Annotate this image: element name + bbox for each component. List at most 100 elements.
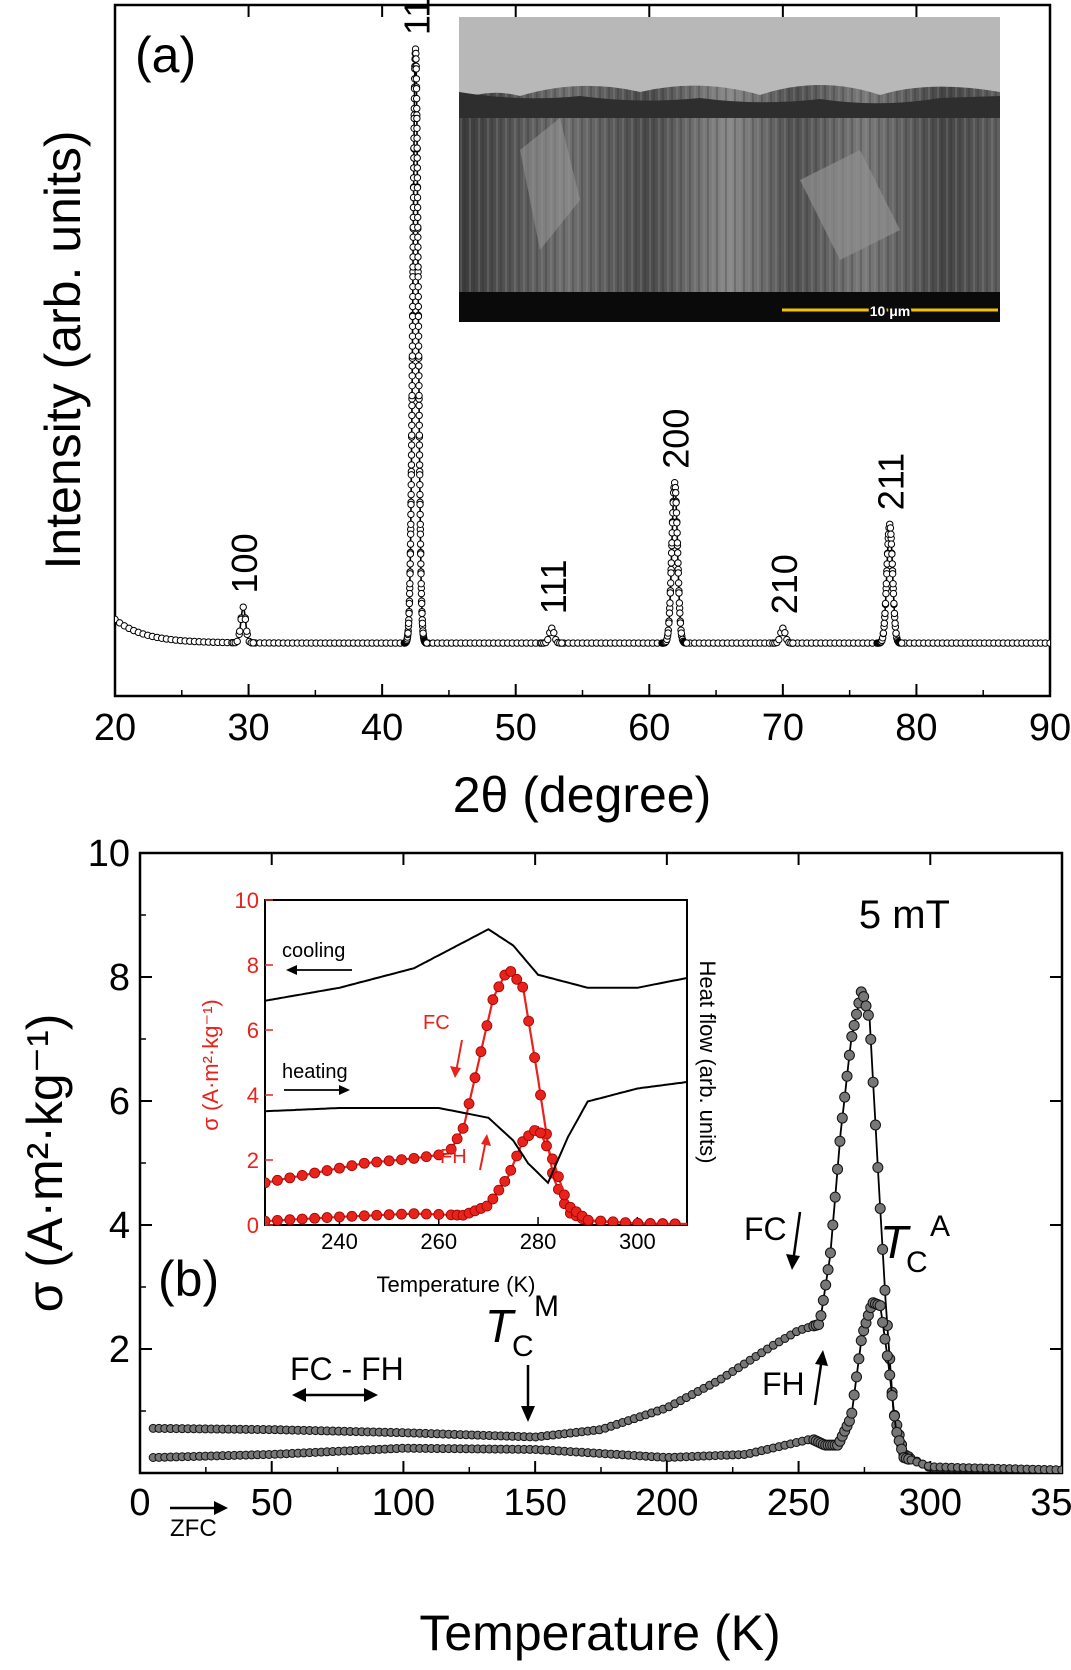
inset-point-FH	[595, 1215, 607, 1225]
point-FC	[824, 1247, 836, 1259]
panel-b-xtick-label: 0	[129, 1482, 150, 1524]
xrd-peak-point	[417, 560, 425, 568]
inset-ylabel: σ (A·m²·kg⁻¹)	[198, 999, 223, 1131]
xrd-peak-point	[789, 639, 797, 647]
panel-a-xtick-label: 30	[227, 707, 269, 749]
inset-point-FC	[396, 1154, 407, 1165]
tca-label: T	[880, 1216, 911, 1268]
xrd-peak-point	[407, 461, 416, 469]
inset-xtick-label: 260	[420, 1229, 457, 1254]
panel-b-xtick-label: 50	[251, 1482, 293, 1524]
xrd-peak-point	[406, 530, 415, 538]
inset-point-FC	[511, 973, 523, 985]
xrd-peak-point	[417, 579, 425, 588]
xrd-peak-point	[416, 471, 424, 479]
xrd-peak-point	[416, 510, 424, 519]
panel-b-ytick-label: 8	[109, 957, 130, 999]
panel-b: 050100150200250300350246810 5 mT (b) FC …	[17, 833, 1071, 1661]
xrd-peak-point	[412, 75, 421, 83]
xrd-peak-point	[413, 164, 422, 172]
xrd-peak-point	[890, 609, 899, 618]
xrd-peak-point	[415, 461, 424, 469]
xrd-peak-point	[888, 560, 896, 568]
points-FH	[148, 1297, 1062, 1473]
xrd-peak-point	[677, 629, 686, 637]
xrd-peak-point	[413, 114, 421, 123]
xrd-peak-point	[666, 589, 675, 597]
xrd-peak-point	[674, 579, 683, 587]
xrd-peak-point	[674, 569, 683, 577]
xrd-peak-point	[414, 233, 422, 241]
xrd-peak-point	[673, 539, 682, 547]
xrd-peak-point	[419, 629, 427, 637]
point-FC	[858, 991, 870, 1003]
tca-sup: A	[930, 1210, 950, 1243]
xrd-peak-point	[406, 550, 415, 558]
xrd-peak-point	[406, 570, 414, 578]
inset-curve-cooling	[265, 928, 687, 1002]
panel-a-label: (a)	[135, 27, 196, 83]
xrd-peak-point	[407, 500, 415, 509]
inset-point-FC	[475, 1046, 487, 1058]
xrd-peak-point	[423, 639, 431, 647]
fc-fh-label: FC - FH	[290, 1351, 404, 1387]
xrd-pattern	[115, 45, 1050, 647]
point-FH	[855, 1335, 867, 1347]
peak-label-200: 200	[656, 409, 697, 469]
point-FC	[829, 1191, 841, 1203]
inset-point-FC	[309, 1167, 321, 1179]
panel-b-xtick-label: 100	[372, 1482, 435, 1524]
xrd-peak-point	[889, 589, 898, 598]
panel-b-xlabel: Temperature (K)	[419, 1605, 780, 1661]
xrd-peak-point	[407, 480, 415, 489]
sem-inset-image: 10 μm	[459, 17, 1000, 322]
inset-point-FH	[607, 1216, 619, 1225]
inset-xtick-label: 240	[321, 1229, 358, 1254]
xrd-peak-point	[416, 530, 425, 538]
xrd-peak-point	[892, 629, 900, 637]
xrd-peak-point	[676, 619, 685, 627]
inset-point-FH	[632, 1217, 644, 1225]
point-FH	[884, 1369, 896, 1381]
xrd-peak-point	[408, 411, 416, 420]
inset-ytick-label: 6	[247, 1018, 259, 1043]
xrd-peak-point	[414, 302, 423, 311]
inset-ytick-label: 0	[247, 1213, 259, 1238]
inset-point-FH	[420, 1208, 432, 1220]
inset-point-FH	[371, 1209, 383, 1221]
xrd-peak-point	[239, 603, 247, 611]
xrd-peak-point	[405, 599, 414, 608]
inset-points-FH	[265, 1125, 681, 1225]
xrd-peak-point	[666, 579, 675, 587]
xrd-peak-point	[407, 441, 416, 449]
inset-point-FC	[334, 1162, 345, 1174]
xrd-peak-point	[664, 629, 672, 637]
point-FH	[881, 1350, 893, 1362]
inset-point-FH	[541, 1140, 552, 1152]
panel-a-xtick-label: 90	[1029, 707, 1071, 749]
xrd-peak-point	[415, 441, 424, 449]
tcm-annotation: T C M	[485, 1290, 559, 1422]
xrd-peak-point	[882, 579, 891, 588]
xrd-peak-point	[415, 381, 423, 390]
xrd-peak-point	[886, 524, 895, 532]
xrd-peak-point	[667, 569, 675, 577]
xrd-peak-point	[408, 401, 416, 410]
point-FC	[839, 1091, 851, 1103]
xrd-peak-point	[879, 629, 888, 637]
xrd-peak-point	[665, 609, 674, 617]
inset-point-FC	[383, 1155, 395, 1167]
point-FC	[874, 1202, 886, 1214]
inset-xtick-label: 300	[619, 1229, 656, 1254]
xrd-peak-point	[417, 570, 425, 578]
zfc-annotation: ZFC	[170, 1501, 228, 1542]
xrd-peak-point	[414, 263, 422, 271]
inset-ytick-label: 10	[235, 888, 259, 913]
panel-b-ytick-label: 4	[109, 1205, 130, 1247]
inset-point-FH	[433, 1209, 445, 1220]
inset-point-FC	[420, 1151, 432, 1163]
inset-heating-label: heating	[282, 1061, 348, 1083]
magnetization-curves	[148, 986, 1062, 1473]
xrd-peak-point	[887, 540, 896, 548]
tcm-sup: M	[534, 1290, 559, 1323]
